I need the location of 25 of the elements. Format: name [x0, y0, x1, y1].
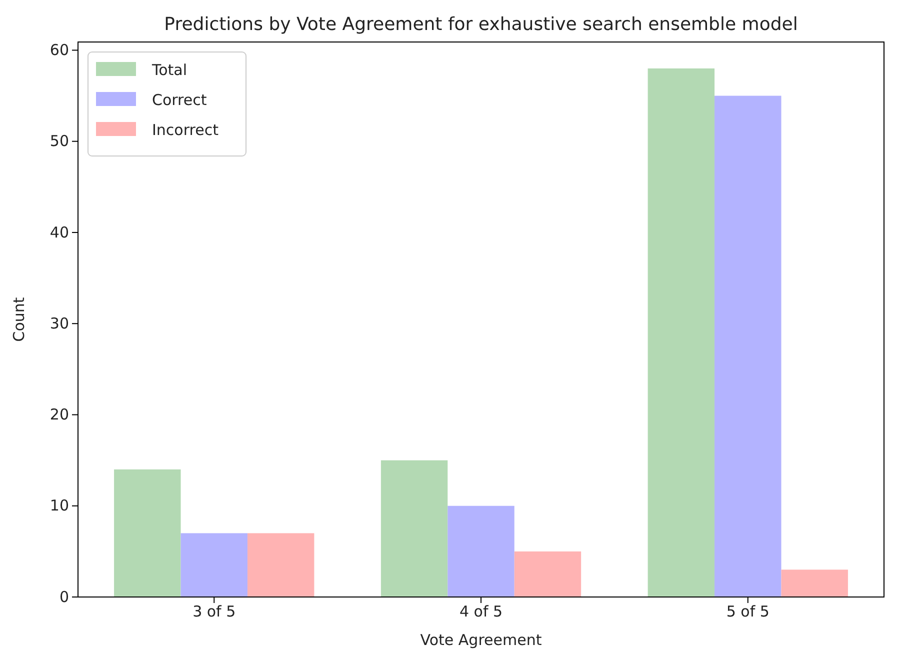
bar: [180, 533, 248, 597]
y-axis-title: Count: [10, 297, 28, 342]
y-tick-label: 20: [50, 406, 69, 424]
y-tick-label: 10: [50, 496, 69, 515]
x-axis-title: Vote Agreement: [420, 631, 542, 649]
bar: [714, 96, 782, 597]
y-tick-label: 40: [50, 223, 69, 242]
bar: [648, 68, 715, 597]
y-tick-label: 50: [50, 132, 69, 150]
x-tick-label: 5 of 5: [726, 602, 770, 621]
bar: [514, 551, 582, 597]
legend-label: Total: [151, 61, 188, 79]
bar: [781, 570, 848, 597]
y-tick-label: 0: [59, 588, 69, 606]
y-tick-label: 30: [50, 314, 69, 332]
y-tick-label: 60: [50, 41, 69, 59]
legend-label: Incorrect: [152, 121, 219, 139]
bar: [380, 460, 448, 597]
x-tick-label: 3 of 5: [192, 602, 236, 621]
x-tick-label: 4 of 5: [459, 602, 503, 621]
bar: [114, 469, 181, 597]
chart-title: Predictions by Vote Agreement for exhaustive search ensemble model: [164, 14, 798, 35]
bar: [247, 533, 314, 597]
legend-label: Correct: [152, 91, 207, 109]
bar: [448, 506, 514, 597]
